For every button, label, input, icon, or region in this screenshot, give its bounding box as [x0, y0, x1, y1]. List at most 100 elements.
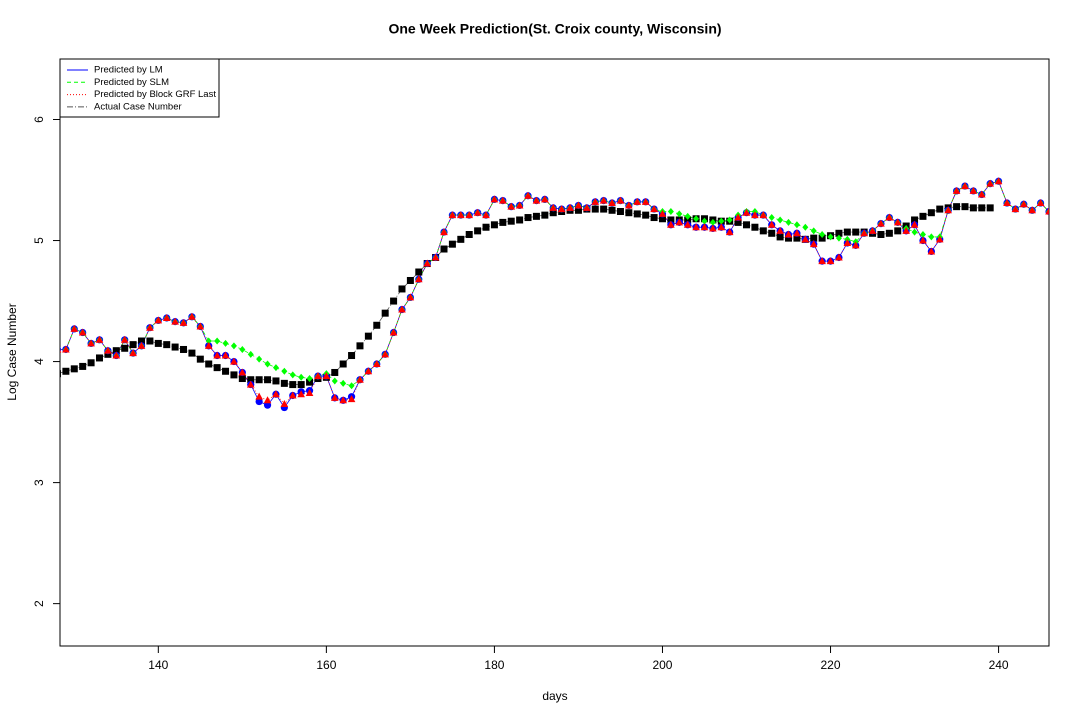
- point: [919, 212, 927, 220]
- y-tick-label: 2: [32, 600, 46, 607]
- point: [658, 215, 666, 223]
- point: [79, 362, 87, 370]
- point: [843, 238, 852, 246]
- point: [843, 228, 851, 236]
- point: [322, 372, 331, 380]
- point: [768, 214, 775, 222]
- legend-label: Predicted by Block GRF Last: [94, 89, 216, 100]
- point: [893, 218, 902, 226]
- point: [759, 211, 768, 219]
- point: [180, 345, 188, 353]
- point: [62, 345, 70, 353]
- point: [406, 276, 414, 284]
- point: [239, 345, 246, 353]
- point: [625, 201, 633, 209]
- point: [306, 375, 313, 383]
- point: [95, 354, 103, 362]
- point: [927, 247, 936, 255]
- point: [793, 234, 801, 242]
- point: [415, 268, 423, 276]
- point: [221, 351, 230, 359]
- x-tick-label: 220: [821, 658, 841, 672]
- point: [255, 376, 263, 384]
- point: [440, 228, 448, 236]
- point: [683, 220, 692, 228]
- point: [162, 314, 171, 322]
- point: [373, 321, 381, 329]
- point: [448, 240, 456, 248]
- point: [263, 396, 272, 404]
- point: [356, 375, 364, 383]
- point: [549, 203, 558, 211]
- point: [743, 221, 751, 229]
- point: [104, 346, 112, 354]
- point: [591, 205, 599, 213]
- point: [852, 228, 860, 236]
- point: [372, 359, 381, 367]
- legend-label: Predicted by LM: [94, 65, 163, 76]
- point: [154, 316, 163, 324]
- point: [465, 211, 474, 219]
- point: [414, 275, 423, 283]
- point: [390, 297, 398, 305]
- point: [289, 381, 297, 389]
- point: [532, 212, 540, 220]
- point: [877, 219, 885, 227]
- point: [507, 217, 515, 225]
- point: [255, 397, 263, 406]
- point: [625, 209, 633, 217]
- point: [777, 216, 784, 224]
- point: [474, 227, 482, 235]
- point: [599, 196, 608, 204]
- point: [297, 381, 305, 389]
- point: [87, 339, 95, 347]
- x-tick-label: 200: [652, 658, 672, 672]
- point: [827, 233, 834, 241]
- point: [213, 351, 221, 359]
- point: [340, 379, 347, 387]
- point: [557, 205, 566, 213]
- point: [902, 226, 910, 234]
- point: [969, 204, 977, 212]
- y-tick-label: 4: [32, 358, 46, 365]
- point: [238, 375, 246, 383]
- point: [272, 390, 280, 398]
- point: [717, 223, 726, 231]
- point: [986, 204, 994, 212]
- point: [1036, 199, 1045, 207]
- point: [314, 372, 322, 380]
- point: [247, 350, 254, 358]
- point: [541, 195, 549, 203]
- point: [961, 203, 969, 211]
- point: [725, 228, 734, 236]
- point: [348, 382, 355, 390]
- point: [910, 220, 919, 228]
- point: [171, 317, 179, 325]
- point: [633, 210, 641, 218]
- y-tick-label: 6: [32, 116, 46, 123]
- point: [734, 213, 742, 221]
- point: [465, 230, 473, 238]
- point: [911, 216, 919, 224]
- point: [776, 226, 784, 234]
- point: [935, 235, 944, 243]
- point: [776, 233, 784, 241]
- point: [473, 208, 482, 216]
- point: [230, 342, 237, 350]
- point: [490, 221, 498, 229]
- point: [87, 359, 95, 367]
- point: [826, 257, 835, 265]
- point: [70, 324, 79, 332]
- point: [60, 350, 62, 353]
- point: [658, 209, 667, 217]
- point: [330, 393, 339, 401]
- point: [331, 368, 339, 376]
- point: [600, 205, 608, 213]
- point: [524, 214, 532, 222]
- point: [104, 350, 112, 358]
- point: [633, 197, 642, 205]
- x-tick-label: 180: [484, 658, 504, 672]
- point: [793, 221, 800, 229]
- point: [1019, 200, 1028, 208]
